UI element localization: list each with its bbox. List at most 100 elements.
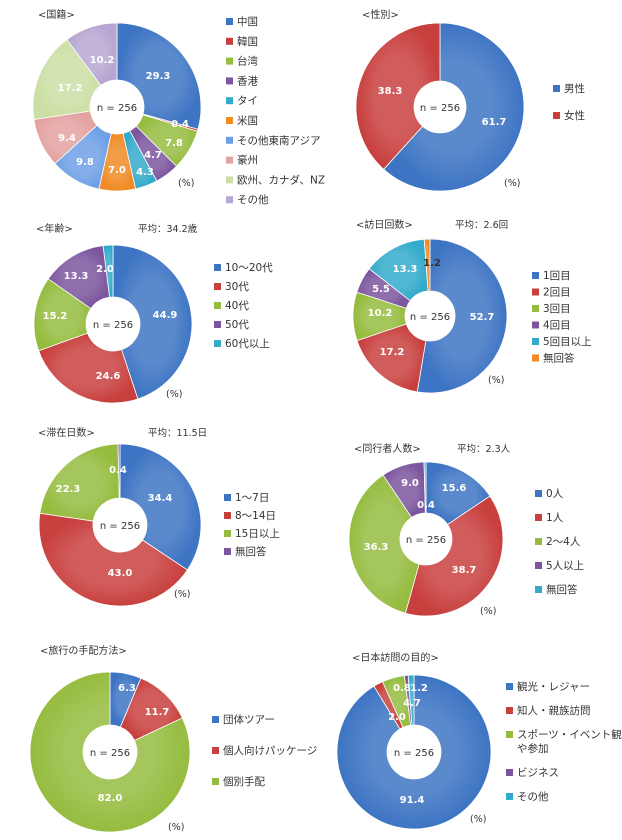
legend-swatch [506, 769, 513, 776]
legend-label: スポーツ・イベント観戦や参加 [517, 728, 622, 755]
legend-label: 2回目 [543, 287, 571, 299]
data-label: 17.2 [380, 347, 405, 358]
legend-swatch [212, 747, 219, 754]
legend-swatch [226, 57, 233, 65]
legend-label: 韓国 [237, 36, 258, 48]
legend-label: 4回目 [543, 320, 571, 332]
data-label: 2.0 [96, 264, 114, 275]
legend-label: その他 [237, 193, 269, 206]
legend-swatch [532, 321, 539, 329]
donut-chart-4: <訪日回数> 平均：2.6回 52.7 17.2 10.2 5.513.3 1.2 n = 2… [352, 218, 592, 394]
percent-unit-label: (%) [178, 178, 194, 189]
legend-label: 5人以上 [546, 560, 584, 572]
donut-hole [83, 725, 137, 779]
data-label: 43.0 [108, 568, 133, 579]
donut-chart-6: <同行者人数> 平均：2.3人 15.6 38.7 36.3 9.0 0.4 n = 256 (… [348, 442, 584, 617]
legend-swatch [553, 112, 560, 119]
legend-swatch [212, 716, 219, 723]
legend-swatch [532, 272, 539, 279]
legend-label: 無回答 [546, 583, 578, 596]
data-label: 13.3 [64, 271, 89, 282]
data-label: 0.8 [393, 683, 411, 694]
legend-swatch [214, 283, 221, 290]
legend-swatch [214, 340, 221, 347]
legend-swatch [535, 490, 542, 497]
data-label: 4.3 [136, 167, 154, 178]
chart-title: <年齢> [36, 222, 73, 235]
donut-hole [387, 725, 441, 779]
legend-swatch [506, 793, 513, 800]
percent-unit-label: (%) [504, 178, 520, 189]
data-label: 6.3 [118, 683, 136, 694]
legend-label: 15日以上 [235, 528, 280, 540]
data-label: 38.7 [452, 565, 477, 576]
sample-size-label: n = 256 [97, 103, 137, 114]
data-label: 91.4 [400, 795, 425, 806]
donut-hole [90, 80, 144, 134]
legend-swatch [532, 288, 539, 296]
legend-label: 無回答 [235, 545, 267, 558]
donut-chart-7: <旅行の手配方法> 6.3 11.7 82.0 n = 256 (%) 団体ツアー個人向けパ… [29, 644, 317, 833]
data-label: 7.8 [165, 138, 183, 149]
legend-label: 男性 [564, 82, 585, 95]
legend-swatch [226, 176, 233, 184]
legend-label: 女性 [564, 109, 585, 122]
data-label: 1.2 [410, 683, 428, 694]
legend-label: 50代 [225, 319, 249, 331]
legend-swatch [506, 683, 513, 690]
data-label: 9.0 [401, 478, 419, 489]
legend-label: 8～14日 [235, 510, 276, 522]
legend-swatch [212, 778, 219, 785]
data-label: 4.7 [144, 150, 162, 161]
legend-label: 団体ツアー [223, 714, 275, 726]
legend-swatch [224, 494, 231, 501]
data-label: 11.7 [145, 707, 170, 718]
legend-swatch [214, 302, 221, 309]
legend-label: 40代 [225, 300, 249, 312]
data-label: 0.4 [171, 119, 189, 130]
legend-label: 1回目 [543, 270, 571, 282]
data-label: 17.2 [58, 83, 83, 94]
sample-size-label: n = 256 [100, 521, 140, 532]
donut-hole [93, 498, 147, 552]
data-label: 1.2 [423, 258, 441, 269]
sample-size-label: n = 256 [90, 748, 130, 759]
sample-size-label: n = 256 [93, 320, 133, 331]
legend-label: 1～7日 [235, 492, 269, 504]
legend-swatch [226, 156, 233, 164]
percent-unit-label: (%) [174, 589, 190, 600]
donut-chart-1: <国籍> 29.3 0.4 7.84.7 4.3 7.0 9.8 9.4 17.2 10.2 n =… [32, 8, 325, 206]
legend-swatch [535, 538, 542, 545]
average-label: 平均：34.2歳 [138, 223, 198, 235]
donut-chart-5: <滞在日数> 平均：11.5日 34.4 43.0 22.3 0.4 n = 256 (%) 1… [38, 426, 280, 607]
sample-size-label: n = 256 [410, 312, 450, 323]
data-label: 13.3 [393, 264, 418, 275]
percent-unit-label: (%) [480, 606, 496, 617]
legend-swatch [532, 305, 539, 312]
legend-label: 個別手配 [223, 775, 265, 788]
percent-unit-label: (%) [488, 375, 504, 386]
legend-swatch [226, 97, 233, 105]
data-label: 34.4 [148, 493, 173, 504]
legend-label: 5回目以上 [543, 336, 592, 348]
legend-label: 観光・レジャー [517, 680, 590, 693]
percent-unit-label: (%) [470, 814, 486, 825]
donut-chart-8: <日本訪問の目的> 91.4 2.0 4.7 0.8 1.2 n = 256 (%) 観光・レジ… [336, 651, 622, 830]
legend-label: 60代以上 [225, 338, 270, 350]
data-label: 24.6 [96, 371, 121, 382]
data-label: 2.0 [388, 712, 406, 723]
legend-swatch [506, 707, 513, 714]
legend-swatch [506, 731, 513, 738]
chart-title: <旅行の手配方法> [40, 644, 127, 657]
average-label: 平均：2.3人 [457, 443, 511, 455]
legend-label: 香港 [237, 75, 258, 87]
legend-swatch [553, 85, 560, 92]
legend-swatch [535, 562, 542, 569]
legend-label: 30代 [225, 281, 249, 293]
